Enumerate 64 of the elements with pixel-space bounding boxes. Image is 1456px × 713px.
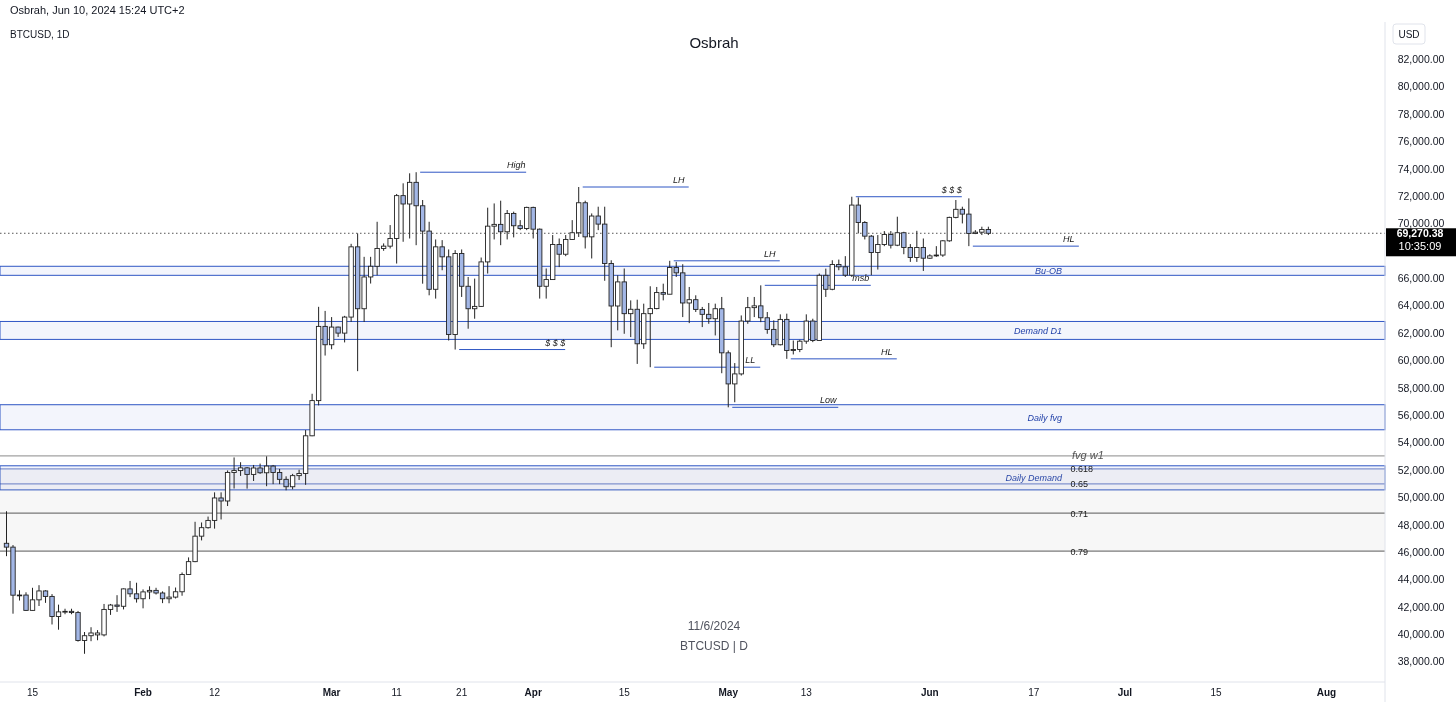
- y-tick-label: 38,000.00: [1397, 655, 1445, 668]
- x-tick-label: 11: [391, 687, 403, 698]
- annotation: High: [506, 160, 526, 171]
- y-tick-label: 54,000.00: [1397, 436, 1445, 449]
- annotation: LH: [763, 248, 776, 259]
- annotation: BTCUSD, 1D: [10, 29, 70, 40]
- text: Osbrah: [689, 34, 739, 51]
- text: 10:35:09: [1398, 240, 1442, 253]
- x-tick-label: 21: [456, 687, 468, 698]
- ref-line-label: fvg w1: [1072, 449, 1104, 462]
- y-tick-label: 80,000.00: [1397, 80, 1445, 93]
- y-tick-label: 78,000.00: [1397, 107, 1445, 120]
- y-tick-label: 46,000.00: [1397, 545, 1445, 558]
- y-tick-label: 70,000.00: [1397, 217, 1445, 230]
- y-tick-label: 50,000.00: [1397, 491, 1445, 504]
- x-tick-label: Jul: [1117, 687, 1133, 698]
- x-tick-label: 15: [1210, 687, 1222, 698]
- y-tick-label: 66,000.00: [1397, 272, 1445, 285]
- y-tick-label: 76,000.00: [1397, 135, 1445, 148]
- y-tick-label: 64,000.00: [1397, 299, 1445, 312]
- band-label: Demand D1: [1013, 325, 1062, 336]
- annotation: 0.618: [1070, 464, 1093, 475]
- x-tick-label: 15: [618, 687, 631, 698]
- annotation: HL: [881, 346, 893, 357]
- ref-line-label: 69,270.38: [1396, 227, 1444, 240]
- annotation: 0.79: [1070, 546, 1088, 557]
- annotation: LH: [672, 175, 685, 185]
- y-tick-label: 58,000.00: [1397, 381, 1445, 394]
- y-tick-label: 44,000.00: [1397, 573, 1445, 586]
- x-tick-label: 15: [26, 687, 39, 698]
- y-tick-label: 52,000.00: [1397, 463, 1445, 476]
- x-tick-label: 13: [800, 687, 813, 698]
- y-tick-label: 72,000.00: [1397, 189, 1445, 202]
- band-label: Daily fvg: [1027, 412, 1062, 423]
- x-tick-label: 12: [209, 687, 221, 698]
- annotation: 0.65: [1070, 479, 1088, 490]
- annotation: $ $ $: [544, 337, 567, 348]
- y-tick-label: 42,000.00: [1397, 600, 1445, 613]
- y-tick-label: 62,000.00: [1397, 326, 1445, 339]
- x-tick-label: Feb: [134, 687, 152, 698]
- x-tick-label: Apr: [524, 687, 542, 698]
- x-tick-label: Aug: [1316, 687, 1337, 698]
- y-axis-title: USD: [1398, 29, 1420, 40]
- y-tick-label: 40,000.00: [1397, 628, 1445, 641]
- annotation: LL: [745, 355, 756, 366]
- x-tick-label: May: [718, 687, 739, 698]
- text: Osbrah, Jun 10, 2024 15:24 UTC+2: [10, 4, 185, 16]
- band-label: Daily Demand: [1005, 473, 1063, 484]
- y-tick-label: 60,000.00: [1397, 354, 1445, 367]
- y-tick-label: 56,000.00: [1397, 408, 1445, 421]
- annotation: BTCUSD | D: [680, 639, 749, 653]
- annotation: Low: [820, 395, 838, 406]
- annotation: msb: [852, 273, 870, 284]
- y-tick-label: 82,000.00: [1397, 52, 1445, 65]
- y-tick-label: 74,000.00: [1397, 162, 1445, 175]
- band-label: Bu-OB: [1034, 266, 1062, 277]
- x-tick-label: 17: [1028, 687, 1040, 698]
- annotation: $ $ $: [940, 184, 963, 195]
- annotation: HL: [1063, 234, 1075, 245]
- y-tick-label: 48,000.00: [1397, 518, 1445, 531]
- x-tick-label: Mar: [322, 687, 341, 698]
- x-tick-label: Jun: [920, 687, 939, 698]
- annotation: 11/6/2024: [687, 619, 741, 633]
- annotation: 0.71: [1070, 508, 1088, 519]
